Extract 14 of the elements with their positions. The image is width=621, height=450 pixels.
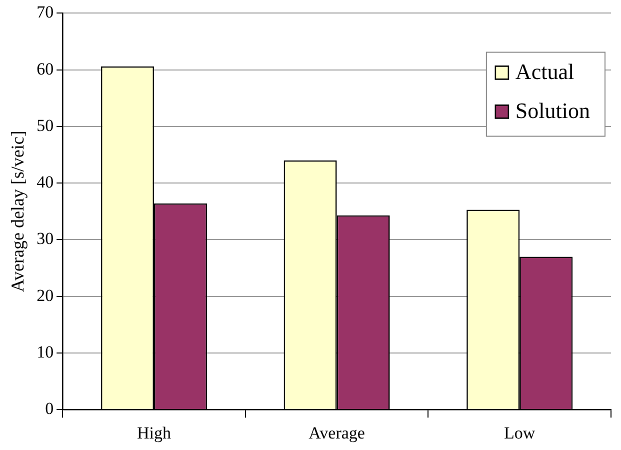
x-tick-label: Average [308,423,365,442]
y-tick-label: 10 [36,342,54,362]
legend-label: Actual [515,58,574,84]
y-tick-label: 70 [36,2,54,22]
y-tick-label: 30 [36,229,54,248]
x-tick-label: Low [504,423,536,442]
y-tick-label: 50 [36,116,54,135]
x-tick-label: High [137,423,172,442]
y-tick-label: 40 [36,172,54,192]
y-tick-label: 20 [36,286,54,305]
y-axis-title: Average delay [s/veic] [8,130,28,292]
legend-label: Solution [515,98,590,123]
y-tick-label: 60 [36,59,54,78]
y-tick-label: 0 [45,399,54,418]
